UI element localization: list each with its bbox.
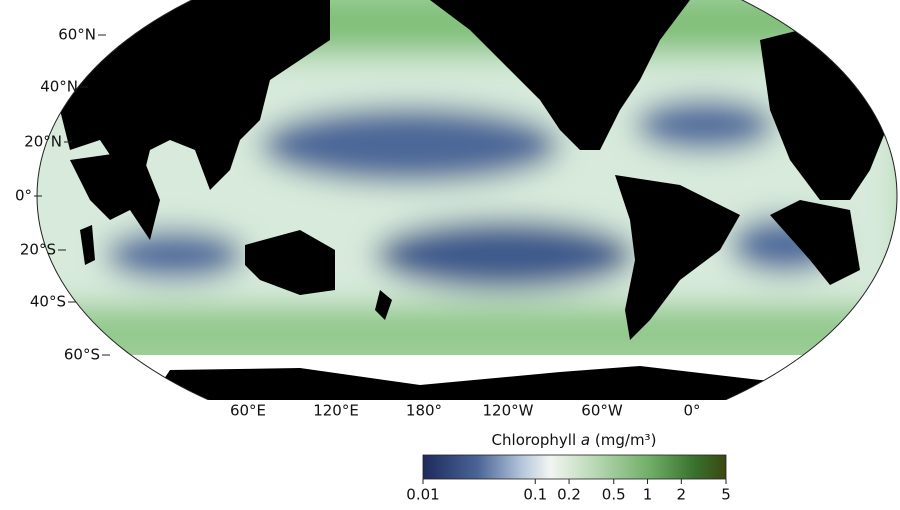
longitude-label: 120°E: [313, 402, 359, 420]
colorbar-tick-label: 0.5: [602, 486, 626, 504]
title-part: (mg/m³): [595, 431, 657, 449]
latitude-label: 0°: [15, 187, 32, 205]
title-part: Chlorophyll: [492, 431, 577, 449]
colorbar-title: Chlorophyll a (mg/m³): [492, 431, 657, 449]
latitude-label: 20°S: [20, 241, 56, 259]
longitude-label: 60°W: [581, 402, 623, 420]
colorbar-tick-label: 0.1: [523, 486, 547, 504]
longitude-label: 60°E: [230, 402, 266, 420]
colorbar-tick-label: 0.2: [557, 486, 581, 504]
colorbar-tick-label: 0.01: [406, 486, 439, 504]
latitude-label: 40°N: [40, 78, 78, 96]
title-part: a: [581, 431, 590, 449]
map: [36, 0, 898, 400]
longitude-label: 180°: [406, 402, 442, 420]
latitude-label: 60°S: [64, 346, 100, 364]
longitude-label: 120°W: [483, 402, 534, 420]
latitude-label: 20°N: [24, 133, 62, 151]
latitude-label: 60°N: [58, 26, 96, 44]
colorbar-tick-label: 2: [677, 486, 687, 504]
latitude-label: 40°S: [30, 293, 66, 311]
longitude-label: 0°: [683, 402, 700, 420]
colorbar-tick-label: 5: [721, 486, 731, 504]
colorbar: [422, 454, 727, 480]
colorbar-tick-label: 1: [643, 486, 653, 504]
